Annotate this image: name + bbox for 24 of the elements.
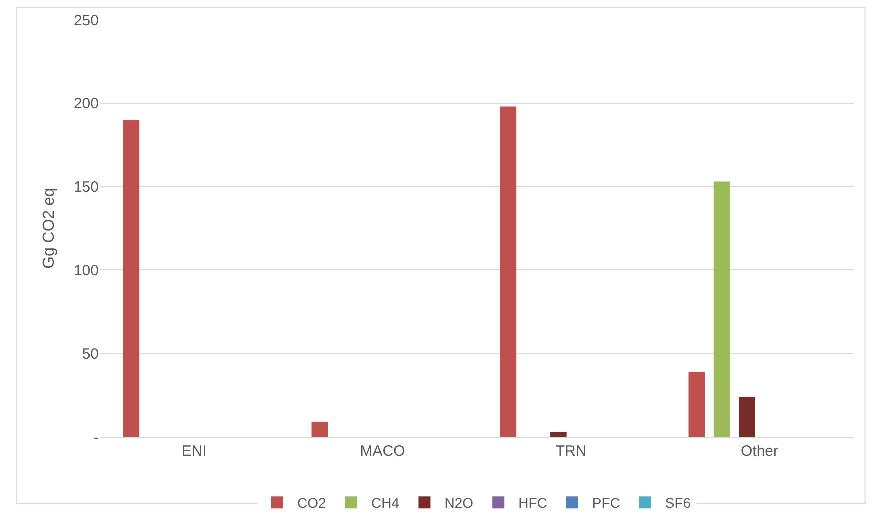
bar	[714, 182, 730, 437]
x-tick-label: MACO	[360, 443, 406, 460]
legend-label: CH4	[372, 495, 400, 512]
x-tick-label: ENI	[182, 443, 207, 460]
bar	[550, 432, 567, 437]
bar	[688, 372, 706, 437]
bar	[312, 422, 328, 437]
bar	[500, 106, 517, 437]
y-tick-label: 50	[82, 346, 99, 363]
bar	[739, 396, 756, 437]
y-tick-label: -	[94, 429, 99, 446]
y-tick-label: 100	[74, 262, 99, 280]
legend-label: N2O	[444, 495, 474, 512]
x-tick-label: TRN	[556, 443, 587, 460]
legend-label: CO2	[298, 495, 326, 512]
x-tick-label: Other	[740, 443, 779, 460]
y-tick-label: 200	[74, 96, 99, 113]
bar	[123, 120, 140, 437]
y-tick-label: 250	[74, 12, 99, 30]
legend-label: HFC	[518, 495, 548, 512]
legend-label: PFC	[592, 495, 620, 512]
y-tick-label: 150	[74, 179, 99, 196]
y-axis-title: Gg CO2 eq	[40, 188, 58, 269]
legend-label: SF6	[665, 495, 692, 512]
